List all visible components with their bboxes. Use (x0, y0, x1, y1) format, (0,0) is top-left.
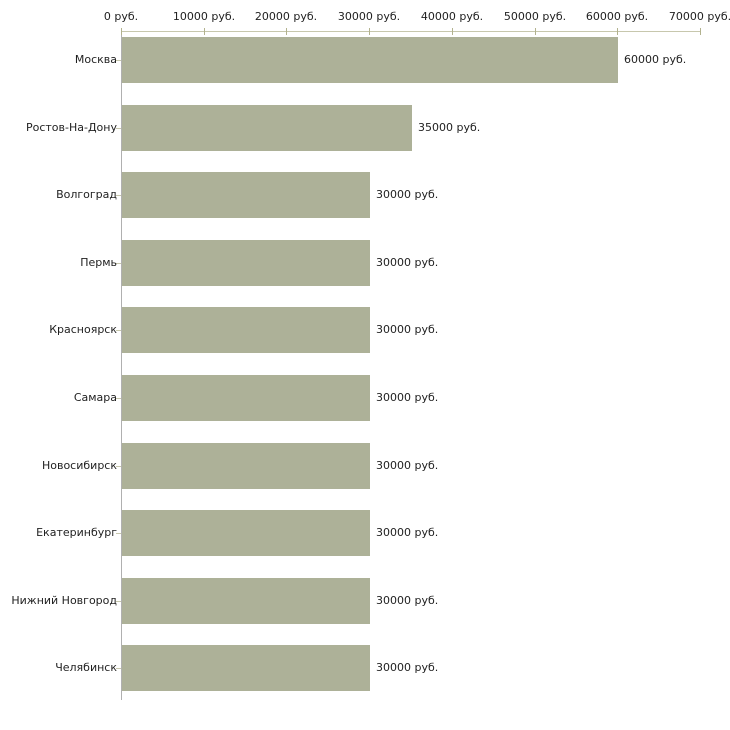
value-label: 30000 руб. (376, 256, 439, 269)
value-label: 60000 руб. (624, 53, 687, 66)
category-label: Самара (73, 391, 117, 404)
category-label: Пермь (80, 256, 117, 269)
x-axis-tick-label: 10000 руб. (172, 10, 236, 23)
x-axis-tick-label: 50000 руб. (503, 10, 567, 23)
y-axis-tick (116, 263, 121, 264)
y-axis-tick (116, 398, 121, 399)
x-axis-tick (535, 28, 536, 35)
bar (122, 172, 370, 218)
y-axis-tick (116, 466, 121, 467)
category-label: Москва (74, 53, 117, 66)
value-label: 30000 руб. (376, 526, 439, 539)
x-axis-tick (369, 28, 370, 35)
x-axis-tick-label: 0 руб. (103, 10, 139, 23)
x-axis-tick (204, 28, 205, 35)
y-axis-tick (116, 60, 121, 61)
x-axis-tick (617, 28, 618, 35)
x-axis-line (121, 31, 701, 32)
category-label: Челябинск (55, 661, 117, 674)
category-label: Красноярск (49, 323, 117, 336)
y-axis-tick (116, 533, 121, 534)
category-label: Екатеринбург (36, 526, 117, 539)
y-axis-tick (116, 195, 121, 196)
y-axis-tick (116, 128, 121, 129)
bar (122, 105, 412, 151)
x-axis-tick-label: 30000 руб. (337, 10, 401, 23)
y-axis-tick (116, 668, 121, 669)
x-axis-tick-label: 60000 руб. (585, 10, 649, 23)
value-label: 30000 руб. (376, 391, 439, 404)
category-label: Нижний Новгород (11, 594, 117, 607)
bar (122, 510, 370, 556)
bar (122, 37, 618, 83)
x-axis-tick-label: 70000 руб. (668, 10, 730, 23)
value-label: 30000 руб. (376, 594, 439, 607)
value-label: 35000 руб. (418, 121, 481, 134)
value-label: 30000 руб. (376, 459, 439, 472)
category-label: Ростов-На-Дону (25, 121, 117, 134)
x-axis-tick-label: 20000 руб. (254, 10, 318, 23)
bar (122, 375, 370, 421)
category-label: Волгоград (56, 188, 117, 201)
y-axis-tick (116, 601, 121, 602)
x-axis-tick (286, 28, 287, 35)
x-axis-tick-label: 40000 руб. (420, 10, 484, 23)
bar (122, 443, 370, 489)
y-axis-line (121, 31, 122, 700)
category-label: Новосибирск (41, 459, 117, 472)
bar (122, 578, 370, 624)
value-label: 30000 руб. (376, 661, 439, 674)
bar (122, 307, 370, 353)
bar (122, 240, 370, 286)
bar (122, 645, 370, 691)
x-axis-tick (452, 28, 453, 35)
x-axis-tick (121, 28, 122, 35)
value-label: 30000 руб. (376, 323, 439, 336)
value-label: 30000 руб. (376, 188, 439, 201)
x-axis-tick (700, 28, 701, 35)
y-axis-tick (116, 330, 121, 331)
